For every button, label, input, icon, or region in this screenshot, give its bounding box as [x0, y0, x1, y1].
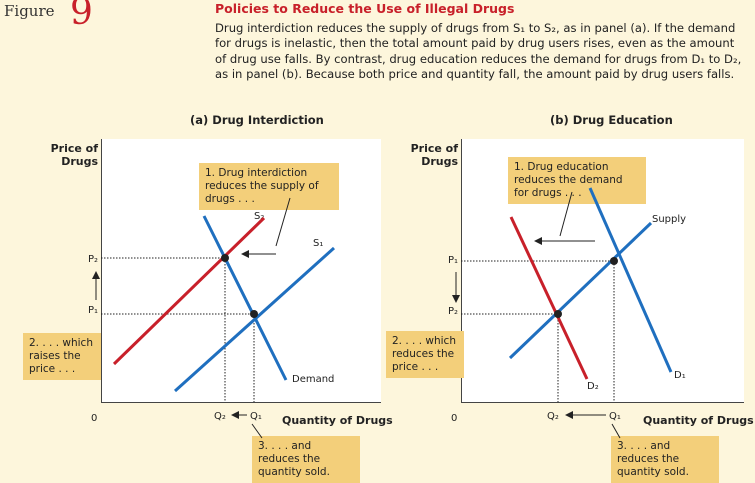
figure-number: 9 — [70, 0, 93, 33]
panel-b-supply-curve — [508, 221, 653, 360]
panel-b-demand-new-curve — [509, 216, 589, 380]
panel-b-x-axis-label: Quantity of Drugs — [643, 414, 754, 427]
panel-b-demand-new-label: D₂ — [587, 381, 599, 392]
panel-b-qty-high: Q₁ — [609, 411, 621, 422]
panel-a-origin: 0 — [91, 413, 98, 424]
panel-a-note-pointer — [275, 197, 291, 247]
panel-a-supply-old-label: S₁ — [313, 238, 324, 249]
panel-a-x-axis-label: Quantity of Drugs — [282, 414, 393, 427]
panel-a-price-low: P₁ — [88, 305, 99, 316]
panel-a-qty-pointer — [251, 423, 263, 439]
panel-a-price-high: P₂ — [88, 254, 99, 265]
panel-b-guides — [461, 260, 615, 402]
panel-a-demand-curve — [202, 215, 288, 381]
panel-b-qty-low: Q₂ — [547, 411, 559, 422]
panel-b-note-quantity: 3. . . . and reduces the quantity sold. — [611, 436, 719, 483]
panel-a-y-axis-label: Price of Drugs — [50, 142, 98, 168]
panel-a-title: (a) Drug Interdiction — [190, 113, 324, 127]
panel-b-y-axis-label: Price of Drugs — [410, 142, 458, 168]
figure-caption: Drug interdiction reduces the supply of … — [215, 21, 742, 82]
panel-a-equilibrium-new — [221, 254, 229, 262]
panel-a-guides — [101, 257, 255, 402]
panel-b-note-pointer — [559, 191, 573, 237]
panel-a-note-price: 2. . . . which raises the price . . . — [23, 333, 101, 380]
figure-label: Figure — [4, 2, 55, 20]
figure-title: Policies to Reduce the Use of Illegal Dr… — [215, 1, 515, 16]
panel-b-origin: 0 — [451, 413, 458, 424]
panel-b-price-low: P₂ — [448, 306, 459, 317]
panel-b-equilibrium-new — [554, 310, 562, 318]
panel-a-equilibrium-old — [250, 310, 258, 318]
panel-a-supply-new-curve — [112, 216, 266, 366]
panel-b-demand-old-curve — [588, 187, 673, 373]
panel-b-price-high: P₁ — [448, 255, 459, 266]
panel-a-note-interdiction: 1. Drug interdiction reduces the supply … — [199, 163, 339, 210]
panel-b-title: (b) Drug Education — [550, 113, 673, 127]
panel-b-equilibrium-old — [610, 257, 618, 265]
panel-b-note-education: 1. Drug education reduces the demand for… — [508, 157, 646, 204]
panel-a-qty-high: Q₁ — [250, 411, 262, 422]
panel-a-note-quantity: 3. . . . and reduces the quantity sold. — [252, 436, 360, 483]
panel-a-supply-new-label: S₂ — [254, 211, 265, 222]
panel-a-demand-label: Demand — [292, 374, 335, 385]
panel-b-supply-label: Supply — [652, 214, 687, 225]
panel-b-note-price: 2. . . . which reduces the price . . . — [386, 331, 464, 378]
panel-b-demand-old-label: D₁ — [674, 370, 686, 381]
panel-a-qty-low: Q₂ — [214, 411, 226, 422]
panel-b-qty-pointer — [611, 423, 621, 439]
